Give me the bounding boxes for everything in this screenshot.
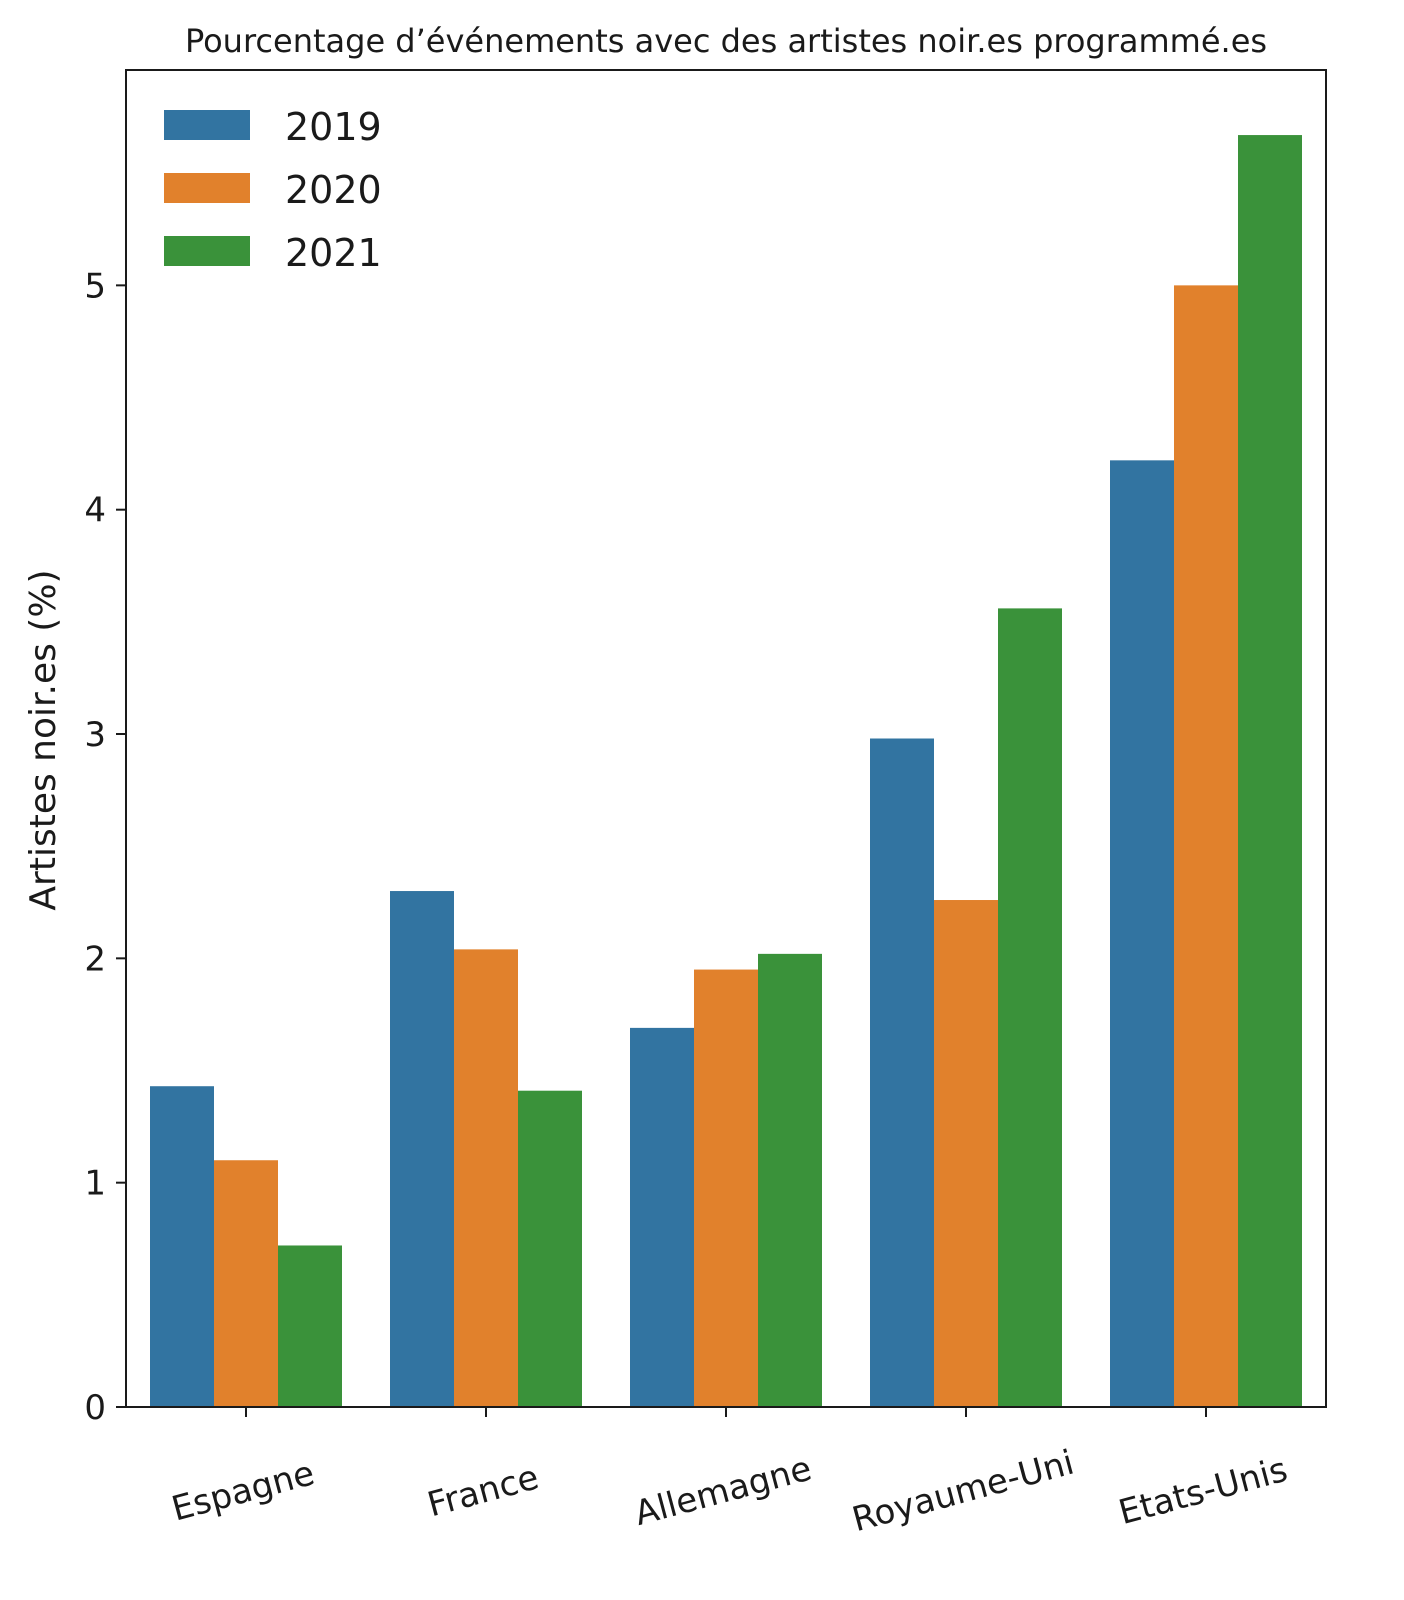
plot-frame [125,69,1327,1408]
bar-allemagne-2020 [694,969,758,1407]
y-axis-label: Artistes noir.es (%) [23,569,64,910]
legend-label-2020: 2020 [285,168,382,212]
legend-label-2021: 2021 [285,231,382,275]
bar-royaume-uni-2020 [934,900,998,1407]
bar-france-2019 [390,891,454,1407]
x-tick-label-france: France [423,1457,543,1525]
bar-royaume-uni-2021 [998,608,1062,1407]
legend-swatch-2019 [164,110,250,140]
bar-espagne-2020 [214,1160,278,1407]
legend-label-2019: 2019 [285,105,382,149]
bar-france-2021 [518,1090,582,1407]
bar-etats-unis-2019 [1110,460,1174,1408]
bar-allemagne-2021 [758,953,822,1407]
y-ticks: 0 1 2 3 4 5 [84,266,126,1428]
y-tick-label: 1 [84,1164,106,1204]
x-tick-label-allemagne: Allemagne [631,1449,816,1535]
bar-allemagne-2019 [630,1027,694,1407]
bar-etats-unis-2021 [1238,135,1302,1407]
y-tick-label: 0 [84,1388,106,1428]
y-tick-label: 3 [84,715,106,755]
bar-royaume-uni-2019 [870,738,934,1407]
x-ticks: Espagne France Allemagne Royaume-Uni Etats-U… [168,1407,1292,1540]
bar-espagne-2019 [150,1086,214,1407]
x-tick-label-royaume-uni: Royaume-Uni [848,1443,1078,1541]
bars-group [150,135,1302,1408]
bar-espagne-2021 [278,1245,342,1407]
bar-france-2020 [454,949,518,1407]
legend-swatch-2021 [164,236,250,266]
x-tick-label-espagne: Espagne [168,1453,319,1529]
bar-etats-unis-2020 [1174,285,1238,1407]
x-tick-label-etats-unis: Etats-Unis [1115,1450,1292,1533]
legend: 2019 2020 2021 [164,105,382,275]
y-tick-label: 5 [84,266,106,306]
y-tick-label: 4 [84,491,106,531]
chart-title: Pourcentage d’événements avec des artist… [185,22,1267,60]
y-tick-label: 2 [84,939,106,979]
legend-swatch-2020 [164,173,250,203]
